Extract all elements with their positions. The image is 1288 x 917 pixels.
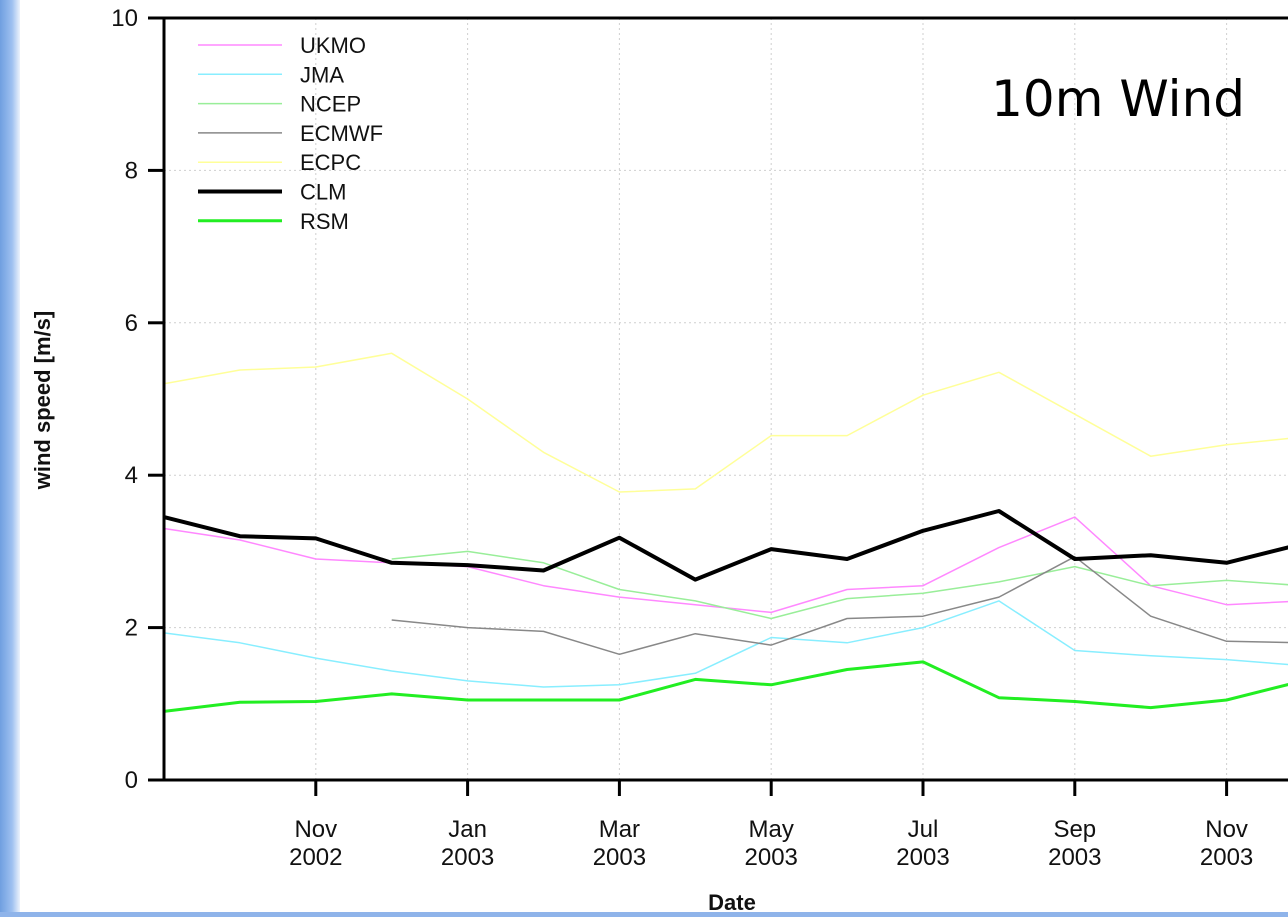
x-tick-label-month: Nov <box>294 816 337 843</box>
chart-annotation: 10m Wind <box>991 70 1245 128</box>
legend: UKMO JMA NCEP ECMWF ECPC CLM RSM <box>198 33 383 234</box>
legend-label-jma: JMA <box>300 62 344 87</box>
series-line-ecmwf <box>391 555 1288 656</box>
y-tick-label: 0 <box>125 767 138 794</box>
x-axis-title: Date <box>708 890 756 912</box>
y-tick-label: 8 <box>125 157 138 184</box>
y-tick-label: 10 <box>111 5 138 32</box>
axes-layer: 0246810Nov2002Jan2003Mar2003May2003Jul20… <box>111 5 1288 871</box>
line-chart: 0246810Nov2002Jan2003Mar2003May2003Jul20… <box>30 5 1288 912</box>
x-tick-label-month: Nov <box>1205 816 1248 843</box>
x-tick-label-month: Sep <box>1053 816 1096 843</box>
series-line-ecpc <box>163 352 1288 493</box>
x-tick-label-year: 2003 <box>441 844 494 871</box>
x-tick-label-month: Jan <box>448 816 487 843</box>
x-tick-label-year: 2003 <box>1200 844 1253 871</box>
x-tick-label-month: May <box>749 816 794 843</box>
y-tick-label: 4 <box>125 462 138 489</box>
y-axis-title: wind speed [m/s] <box>30 311 55 490</box>
legend-label-clm: CLM <box>300 180 346 205</box>
series-line-rsm <box>163 660 1288 713</box>
series-layer <box>163 352 1288 713</box>
chart-frame: 0 2 4 6 8 10 Nov 2002 Jan 2003 Mar 2003 May 2003 Jul 20… <box>20 0 1288 912</box>
x-tick-label-month: Mar <box>599 816 640 843</box>
y-tick-label: 6 <box>125 310 138 337</box>
bottom-edge-strip <box>0 912 1288 917</box>
x-tick-label-year: 2002 <box>289 844 342 871</box>
x-tick-label-year: 2003 <box>1048 844 1101 871</box>
x-tick-label-year: 2003 <box>745 844 798 871</box>
x-tick-label-year: 2003 <box>896 844 949 871</box>
x-tick-label-year: 2003 <box>593 844 646 871</box>
legend-label-ecpc: ECPC <box>300 150 361 175</box>
x-tick-label-month: Jul <box>908 816 939 843</box>
legend-label-rsm: RSM <box>300 209 349 234</box>
legend-label-ukmo: UKMO <box>300 33 366 58</box>
series-line-ncep <box>391 550 1288 620</box>
series-line-jma <box>163 600 1288 688</box>
legend-label-ecmwf: ECMWF <box>300 121 383 146</box>
legend-label-ncep: NCEP <box>300 92 361 117</box>
y-tick-label: 2 <box>125 615 138 642</box>
series-line-clm <box>163 509 1288 582</box>
series-line-ukmo <box>163 516 1288 614</box>
